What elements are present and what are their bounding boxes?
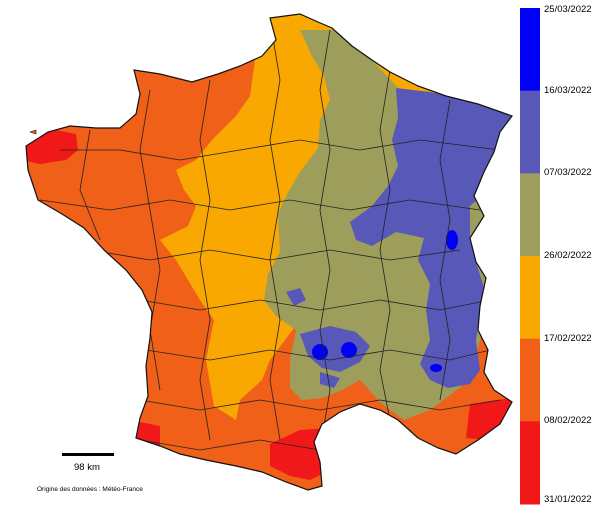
- border-line: [139, 89, 161, 391]
- island: [29, 129, 37, 135]
- zone-mid-march-south: [320, 372, 340, 388]
- legend-swatch: [520, 173, 540, 257]
- border-line: [439, 99, 451, 401]
- border-line: [319, 29, 331, 451]
- legend-swatch: [520, 8, 540, 92]
- legend-bar: [520, 8, 540, 505]
- legend-swatch: [520, 256, 540, 340]
- legend-date-label: 07/03/2022: [544, 167, 592, 179]
- legend-swatch: [520, 90, 540, 174]
- zone-mid-march: [350, 88, 512, 388]
- border-line: [139, 399, 501, 411]
- border-line: [145, 349, 491, 361]
- zone-mid-march-central: [300, 326, 370, 372]
- border-line: [379, 69, 391, 421]
- scale-bar: [62, 453, 114, 456]
- border-line: [199, 79, 211, 441]
- border-line: [60, 139, 501, 161]
- scale-label: 98 km: [74, 462, 100, 473]
- zone-early-february-riviera: [466, 398, 512, 440]
- border-line: [79, 129, 101, 241]
- border-line: [139, 439, 321, 451]
- zone-late-march-spot-4: [430, 364, 442, 372]
- legend-date-label: 08/02/2022: [544, 415, 592, 427]
- legend-swatch: [520, 338, 540, 422]
- border-line: [269, 19, 281, 441]
- zone-mid-march-west: [286, 288, 306, 306]
- legend-date-label: 25/03/2022: [544, 4, 592, 15]
- department-borders: [39, 19, 501, 451]
- legend-date-label: 31/01/2022: [544, 494, 592, 505]
- zone-late-march-spot-3: [446, 230, 458, 250]
- data-credit: Origine des données : Météo-France: [37, 486, 143, 493]
- border-line: [39, 199, 481, 211]
- legend-date-label: 17/02/2022: [544, 332, 592, 344]
- legend-date-label: 26/02/2022: [544, 250, 592, 261]
- legend-date-label: 16/03/2022: [544, 84, 592, 96]
- zone-late-march-spot-2: [341, 342, 357, 358]
- legend-swatch: [520, 421, 540, 505]
- border-line: [139, 299, 491, 311]
